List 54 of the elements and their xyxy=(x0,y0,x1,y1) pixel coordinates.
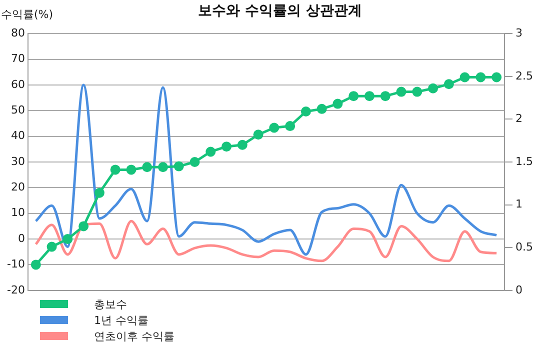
point xyxy=(78,221,89,232)
point xyxy=(316,104,327,114)
y2-tick-label: 2 xyxy=(516,112,523,126)
point xyxy=(94,188,104,198)
y-tick-label: 70 xyxy=(10,52,25,66)
legend-label: 1년 수익률 xyxy=(94,312,148,328)
point xyxy=(126,164,136,175)
y2-tick-label: 0.5 xyxy=(516,240,534,254)
point xyxy=(237,140,248,150)
y-tick-label: 30 xyxy=(10,154,25,168)
point xyxy=(348,91,359,102)
point xyxy=(300,106,311,116)
chart-title: 보수와 수익률의 상관관계 xyxy=(198,3,362,19)
point xyxy=(444,79,454,90)
point xyxy=(190,157,200,167)
point xyxy=(222,142,232,152)
point xyxy=(46,242,57,252)
y-tick-label: 80 xyxy=(10,26,25,40)
y-axis-title: 수익률(%) xyxy=(1,7,54,22)
point xyxy=(253,130,264,140)
point xyxy=(174,161,184,172)
point xyxy=(460,72,470,82)
y2-tick-label: 2.5 xyxy=(516,69,534,82)
point xyxy=(62,234,73,244)
point xyxy=(364,91,374,102)
point xyxy=(142,162,152,172)
point xyxy=(110,164,120,175)
point xyxy=(269,122,280,133)
y-tick-label: 10 xyxy=(10,206,25,220)
line-series xyxy=(34,220,498,262)
y-tick-label: 60 xyxy=(10,78,25,91)
y-tick-label: 0 xyxy=(18,232,25,245)
point xyxy=(412,86,422,97)
point xyxy=(492,72,502,82)
y2-tick-label: 1 xyxy=(516,198,523,211)
point xyxy=(332,98,343,109)
y2-tick-label: 0 xyxy=(516,283,523,296)
point xyxy=(30,260,41,270)
y2-tick-label: 3 xyxy=(516,26,523,40)
point xyxy=(158,162,168,172)
legend-label: 총보수 xyxy=(94,296,127,312)
y2-tick-label: 1.5 xyxy=(516,154,534,168)
y-tick-label: -20 xyxy=(7,283,25,296)
y-tick-label: 40 xyxy=(10,129,25,142)
point xyxy=(206,146,216,157)
point xyxy=(476,72,486,82)
point xyxy=(285,121,296,132)
y-tick-label: 50 xyxy=(10,104,25,116)
point xyxy=(396,86,406,97)
y-tick-label: -10 xyxy=(7,258,25,271)
legend-label: 연초이후 수익률 xyxy=(94,328,174,344)
point xyxy=(380,91,390,102)
y-tick-label: 20 xyxy=(10,180,25,194)
point xyxy=(428,83,438,94)
